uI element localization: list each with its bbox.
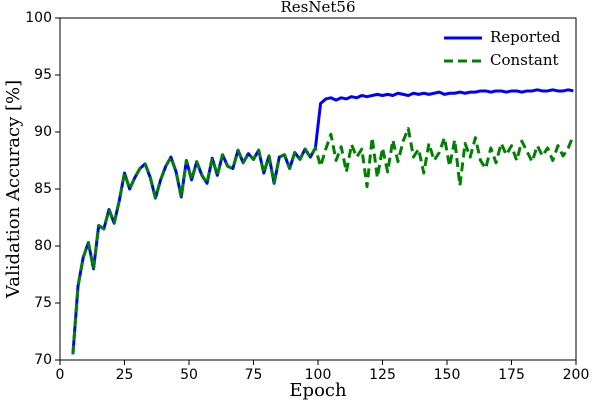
chart-title: ResNet56 xyxy=(281,0,356,16)
y-tick-label: 75 xyxy=(34,295,52,311)
legend-label: Constant xyxy=(490,51,559,69)
legend-label: Reported xyxy=(490,28,561,46)
y-tick-label: 85 xyxy=(34,181,52,197)
x-tick-label: 125 xyxy=(369,367,396,383)
y-tick-label: 90 xyxy=(34,124,52,140)
x-tick-label: 150 xyxy=(434,367,461,383)
x-tick-label: 25 xyxy=(116,367,134,383)
x-axis-label: Epoch xyxy=(289,380,347,401)
x-tick-label: 0 xyxy=(56,367,65,383)
x-tick-label: 50 xyxy=(180,367,198,383)
x-tick-label: 175 xyxy=(498,367,525,383)
x-tick-label: 100 xyxy=(305,367,332,383)
x-tick-label: 75 xyxy=(245,367,263,383)
y-tick-label: 70 xyxy=(34,352,52,368)
y-tick-label: 100 xyxy=(25,10,52,26)
x-tick-label: 200 xyxy=(563,367,590,383)
series-line xyxy=(71,88,574,355)
y-axis-label: Validation Accuracy [%] xyxy=(3,80,24,299)
y-tick-label: 80 xyxy=(34,238,52,254)
plot-frame xyxy=(59,17,577,361)
series-line xyxy=(71,127,575,355)
y-tick-label: 95 xyxy=(34,67,52,83)
